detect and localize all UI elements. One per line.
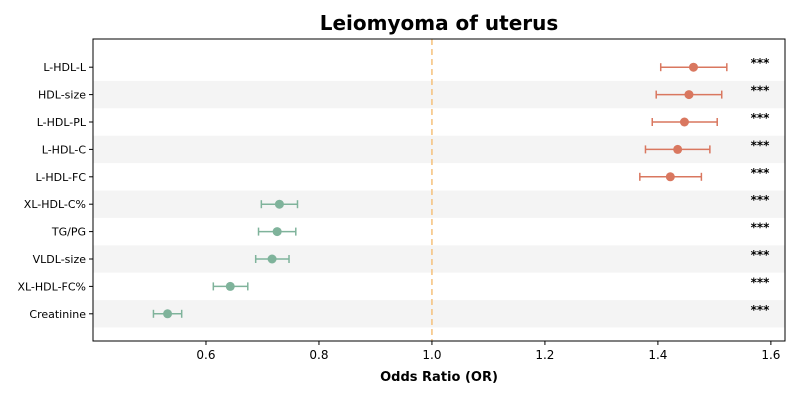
y-tick-label: Creatinine xyxy=(29,308,86,321)
x-tick-label: 1.0 xyxy=(422,348,441,362)
y-tick-label: XL-HDL-FC% xyxy=(17,280,86,293)
row-band xyxy=(93,245,785,273)
odds-ratio-point xyxy=(267,254,277,264)
significance-label: *** xyxy=(751,138,771,152)
estimates xyxy=(152,62,728,319)
x-axis-label: Odds Ratio (OR) xyxy=(380,370,498,385)
chart-title: Leiomyoma of uterus xyxy=(320,11,559,35)
significance-label: *** xyxy=(751,275,771,289)
significance-label: *** xyxy=(751,84,771,98)
y-tick-label: L-HDL-L xyxy=(43,61,87,74)
significance-label: *** xyxy=(751,248,771,262)
y-tick-label: XL-HDL-C% xyxy=(24,198,86,211)
y-tick-label: HDL-size xyxy=(38,89,86,102)
x-tick-label: 0.8 xyxy=(309,348,328,362)
y-tick-label: L-HDL-C xyxy=(42,143,87,156)
y-tick-label: L-HDL-FC xyxy=(35,171,86,184)
x-tick-label: 0.6 xyxy=(196,348,215,362)
significance-label: *** xyxy=(751,221,771,235)
x-tick-label: 1.6 xyxy=(761,348,780,362)
odds-ratio-point xyxy=(274,199,284,209)
odds-ratio-point xyxy=(272,227,282,237)
significance-labels: *** *** *** *** *** *** *** *** *** *** xyxy=(751,56,771,317)
odds-ratio-point xyxy=(163,309,173,319)
x-tick-label: 1.4 xyxy=(648,348,667,362)
x-axis: 0.6 0.8 1.0 1.2 1.4 1.6 xyxy=(196,341,780,362)
odds-ratio-point xyxy=(673,144,683,154)
significance-label: *** xyxy=(751,111,771,125)
x-tick-label: 1.2 xyxy=(535,348,554,362)
significance-label: *** xyxy=(751,56,771,70)
plot-frame xyxy=(92,38,786,342)
row-band xyxy=(93,190,785,218)
row-bands xyxy=(93,80,785,328)
y-tick-label: TG/PG xyxy=(51,226,86,239)
row-band xyxy=(93,300,785,328)
y-tick-label: VLDL-size xyxy=(33,253,87,266)
significance-label: *** xyxy=(751,166,771,180)
odds-ratio-point xyxy=(688,62,698,72)
odds-ratio-point xyxy=(225,281,235,291)
odds-ratio-point xyxy=(665,172,675,182)
y-tick-labels: L-HDL-L HDL-size L-HDL-PL L-HDL-C L-HDL-FC XL… xyxy=(17,61,93,321)
significance-label: *** xyxy=(751,193,771,207)
odds-ratio-point xyxy=(679,117,689,127)
odds-ratio-point xyxy=(684,90,694,100)
y-tick-label: L-HDL-PL xyxy=(37,116,87,129)
significance-label: *** xyxy=(751,303,771,317)
